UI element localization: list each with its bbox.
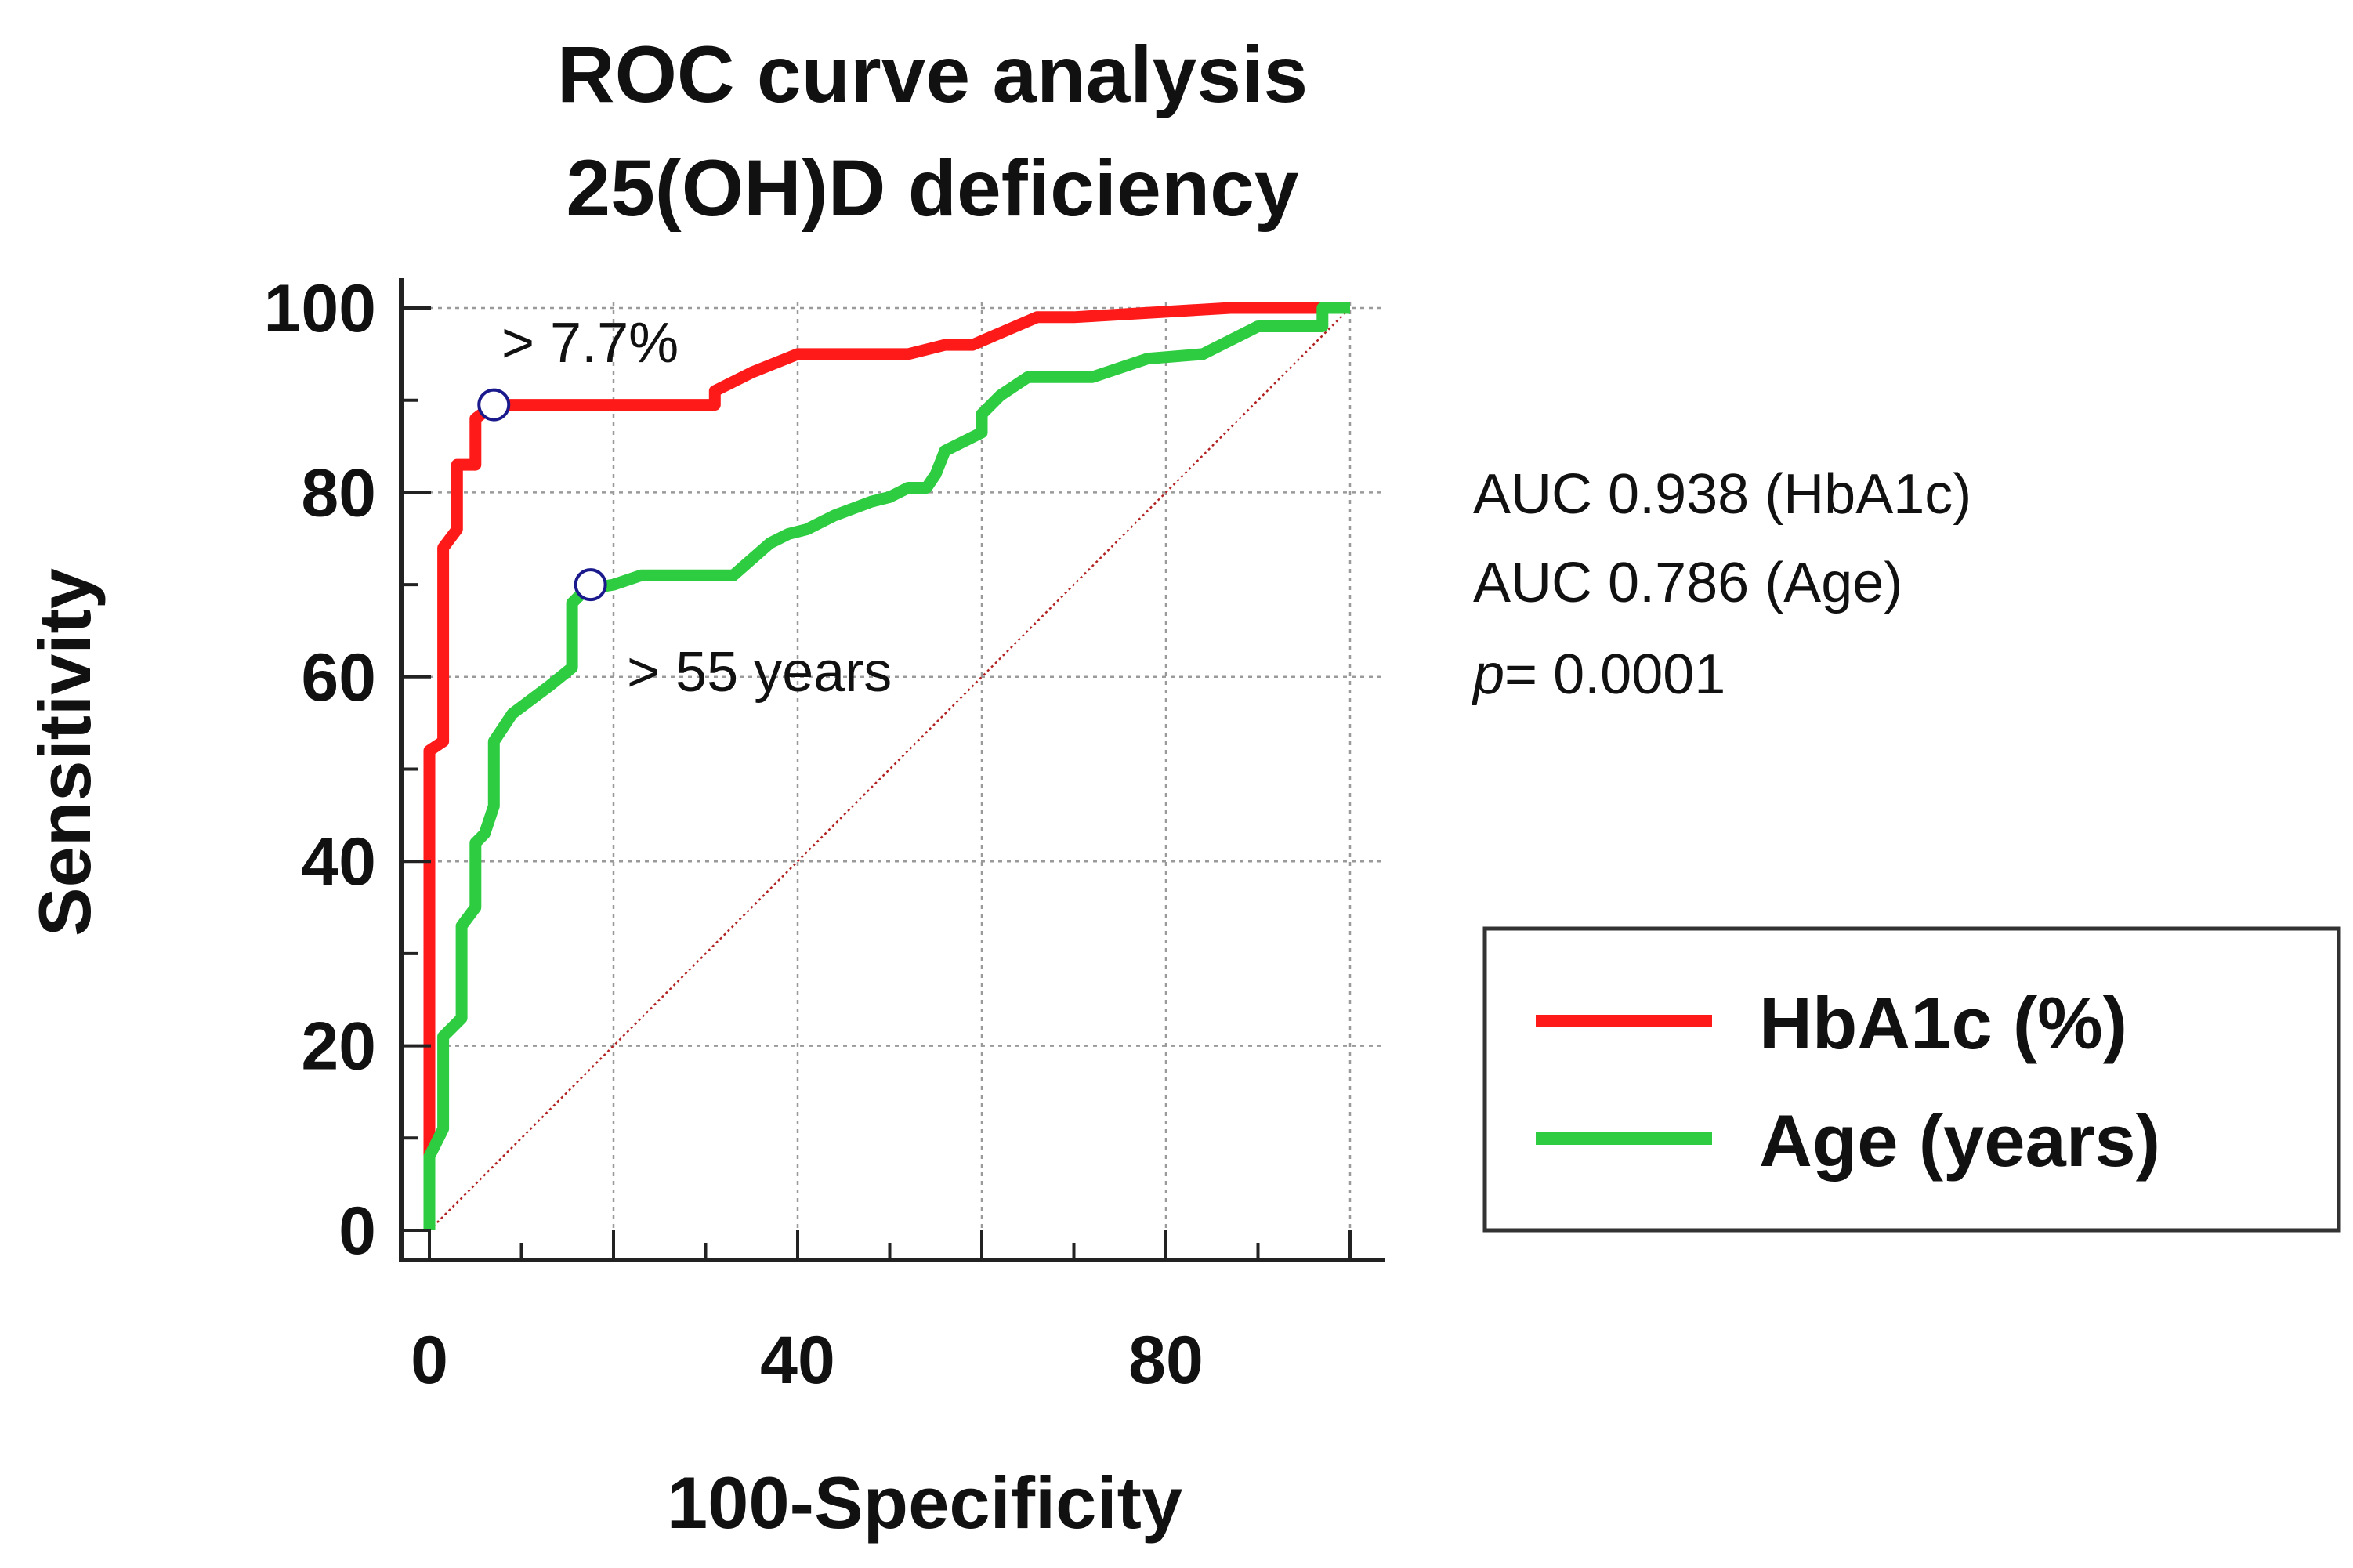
y-tick-label-60: 60 — [301, 640, 376, 715]
cutoff-marker-age — [574, 568, 607, 602]
reference-diagonal-line — [429, 307, 1351, 1231]
grid-lines — [429, 302, 1385, 1230]
p-value-text: p= 0.0001 — [1472, 643, 1725, 706]
legend-box — [1482, 926, 2341, 1233]
auc-age-text: AUC 0.786 (Age) — [1473, 552, 1902, 614]
series-line-age — [423, 302, 1350, 1230]
y-tick-label-0: 0 — [338, 1193, 376, 1269]
cutoff-marker-hba1c — [477, 388, 511, 422]
axes — [399, 278, 1385, 1262]
x-tick-label-40: 40 — [760, 1323, 835, 1398]
legend-label-hba1c: HbA1c (%) — [1759, 982, 2127, 1064]
x-tick-label-80: 80 — [1128, 1323, 1204, 1398]
p-symbol: p — [1472, 643, 1504, 706]
y-axis-title: Sensitivity — [24, 568, 106, 936]
chart-title-line-1: ROC curve analysis — [557, 30, 1308, 119]
tick-labels: 0 20 40 60 80 100 0 40 80 — [264, 271, 1204, 1398]
age-cutoff-label: > 55 years — [627, 641, 892, 704]
x-axis-title: 100-Specificity — [667, 1461, 1182, 1544]
chart-title-line-2: 25(OH)D deficiency — [566, 143, 1299, 233]
y-tick-label-100: 100 — [264, 271, 377, 346]
y-tick-label-20: 20 — [301, 1009, 376, 1085]
y-tick-label-40: 40 — [301, 824, 376, 900]
legend-label-age: Age (years) — [1759, 1099, 2160, 1182]
series-layer — [423, 302, 1350, 1230]
p-value: = 0.0001 — [1504, 643, 1725, 706]
auc-hba1c-text: AUC 0.938 (HbA1c) — [1473, 463, 1971, 526]
x-tick-label-0: 0 — [411, 1323, 448, 1398]
hba1c-cutoff-label: > 7.7% — [501, 312, 679, 375]
legend: HbA1c (%) Age (years) — [1482, 926, 2341, 1233]
series-line-hba1c — [423, 302, 1350, 1230]
y-tick-label-80: 80 — [301, 455, 376, 531]
